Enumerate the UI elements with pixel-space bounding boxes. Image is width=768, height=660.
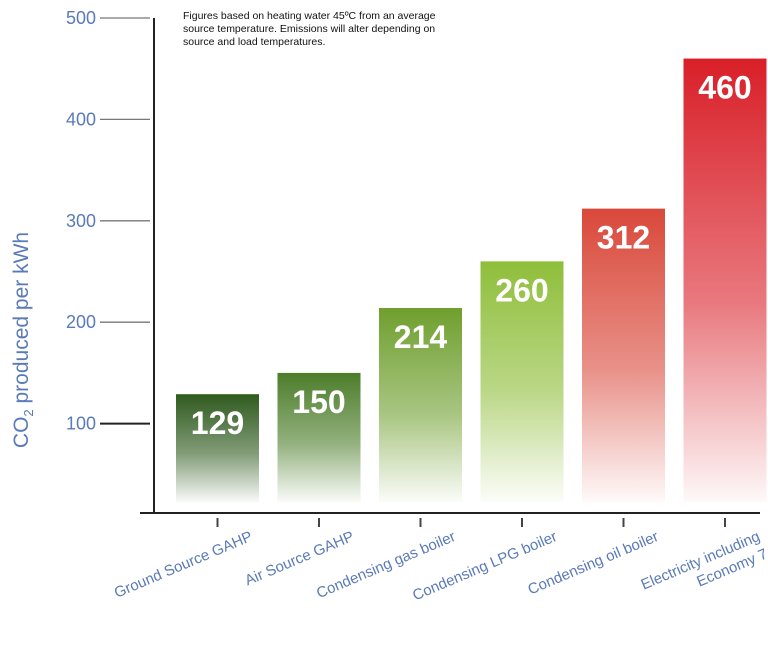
bar	[176, 394, 259, 502]
bar	[379, 308, 462, 502]
y-axis-label: CO2 produced per kWh	[9, 231, 37, 449]
bar-value-label: 150	[292, 384, 345, 420]
bar-value-label: 312	[597, 220, 650, 256]
bar-value-label: 260	[495, 272, 548, 308]
y-tick-label: 400	[66, 109, 96, 129]
bar	[277, 372, 361, 502]
x-category-label: Ground Source GAHP	[112, 528, 255, 602]
bar-value-label: 460	[698, 70, 751, 106]
y-tick-label: 100	[66, 414, 96, 434]
bar	[480, 261, 564, 502]
y-tick-label: 500	[66, 8, 96, 28]
y-tick-label: 200	[66, 312, 96, 332]
bar-value-label: 129	[191, 405, 244, 441]
y-tick-label: 300	[66, 211, 96, 231]
chart-note: Figures based on heating water 45ºC from…	[183, 10, 436, 48]
bar-value-label: 214	[394, 319, 448, 355]
bar	[582, 208, 665, 502]
bar	[683, 58, 767, 503]
